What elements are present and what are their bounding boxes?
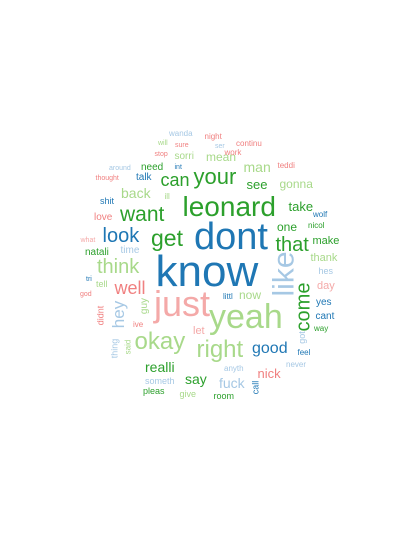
word-your: your	[193, 164, 237, 189]
word-didnt: didnt	[95, 305, 106, 325]
word-cant: cant	[315, 311, 335, 322]
word-sorri: sorri	[174, 151, 194, 162]
word-teddi: teddi	[277, 161, 295, 170]
word-littl: littl	[223, 292, 233, 301]
word-guy: guy	[139, 297, 151, 315]
word-continu: continu	[236, 139, 262, 148]
word-dont: dont	[194, 216, 268, 258]
word-ill: ill	[164, 192, 170, 201]
word-ser: ser	[215, 142, 225, 150]
word-good: good	[252, 340, 288, 357]
word-mean: mean	[206, 150, 237, 164]
word-okay: okay	[134, 328, 186, 355]
word-love: love	[94, 212, 113, 223]
word-back: back	[121, 185, 151, 201]
word-nicol: nicol	[308, 221, 325, 230]
word-stop: stop	[154, 150, 168, 158]
word-just: just	[154, 283, 211, 324]
word-wanda: wanda	[169, 129, 193, 138]
word-let: let	[193, 324, 205, 337]
word-int: int	[174, 163, 182, 171]
word-gonna: gonna	[279, 177, 313, 191]
word-said: said	[122, 339, 132, 355]
word-right: right	[196, 336, 244, 363]
word-tell: tell	[96, 278, 108, 289]
word-say: say	[185, 371, 207, 387]
word-hey: hey	[108, 300, 128, 328]
word-look: look	[102, 225, 140, 247]
word-someth: someth	[145, 375, 175, 386]
word-think: think	[97, 256, 140, 278]
word-way: way	[314, 324, 329, 333]
word-feel: feel	[297, 348, 311, 357]
word-night: night	[204, 132, 222, 141]
word-can: can	[160, 170, 190, 190]
word-thing: thing	[109, 338, 120, 358]
word-well: well	[114, 278, 146, 298]
word-shit: shit	[100, 195, 115, 206]
word-will: will	[158, 139, 168, 147]
word-hes: hes	[318, 265, 334, 276]
word-want: want	[120, 202, 165, 226]
word-god: god	[80, 290, 92, 298]
word-come: come	[291, 282, 314, 332]
word-make: make	[312, 234, 340, 247]
word-get: get	[151, 224, 183, 251]
word-room: room	[213, 390, 235, 401]
word-that: that	[275, 234, 309, 256]
word-pleas: pleas	[143, 385, 165, 396]
word-never: never	[286, 360, 307, 369]
word-take: take	[288, 198, 314, 214]
word-time: time	[120, 245, 140, 256]
word-what: what	[80, 236, 96, 244]
word-see: see	[246, 176, 268, 192]
word-ive: ive	[133, 320, 144, 329]
word-day: day	[317, 279, 335, 292]
word-leonard: leonard	[182, 191, 276, 222]
word-one: one	[277, 220, 298, 234]
word-fuck: fuck	[219, 375, 245, 391]
word-now: now	[239, 288, 262, 302]
word-realli: realli	[145, 359, 175, 375]
word-know: know	[155, 247, 259, 296]
word-nick: nick	[257, 365, 281, 381]
word-call: call	[250, 380, 261, 394]
word-anyth: anyth	[224, 364, 244, 373]
word-tri: tri	[86, 275, 92, 283]
word-thought: thought	[95, 174, 119, 182]
word-natali: natali	[85, 247, 109, 258]
word-wolf: wolf	[313, 210, 328, 219]
word-man: man	[243, 159, 271, 175]
word-thank: thank	[310, 251, 338, 264]
word-talk: talk	[136, 172, 152, 183]
word-need: need	[141, 162, 164, 173]
word-sure: sure	[175, 141, 189, 149]
word-yes: yes	[316, 297, 332, 308]
word-around: around	[109, 164, 131, 172]
word-give: give	[179, 388, 197, 399]
word-yeah: yeah	[209, 298, 283, 336]
word-got: got	[296, 330, 307, 344]
word-work: work	[224, 148, 242, 157]
